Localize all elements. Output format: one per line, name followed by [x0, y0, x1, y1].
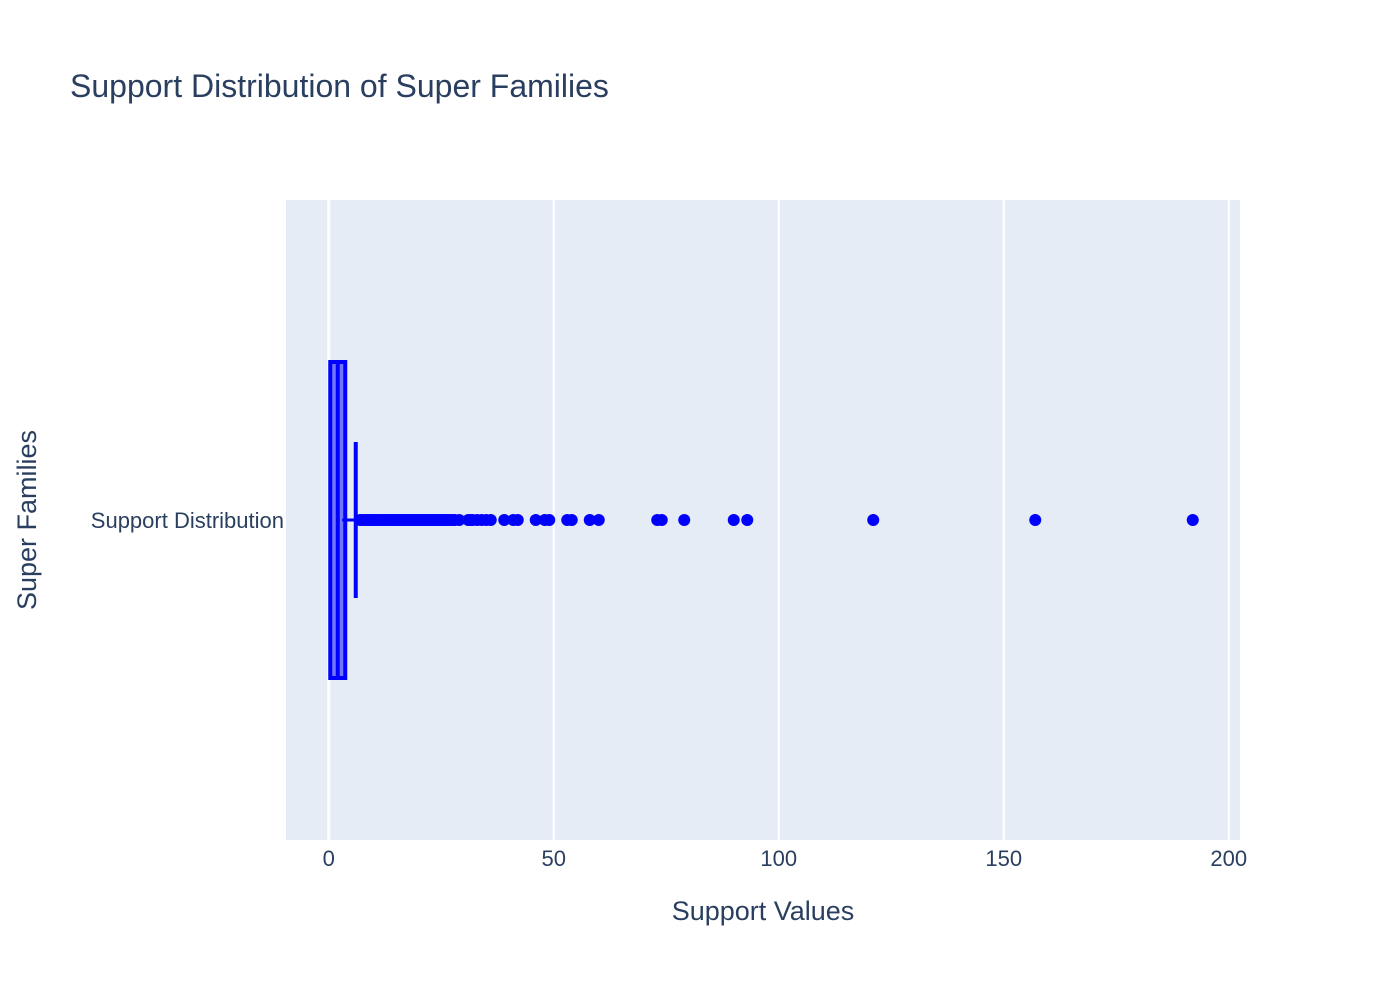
outlier-point [678, 514, 691, 526]
outlier-point [741, 514, 754, 526]
y-axis-title: Super Families [12, 430, 42, 610]
outlier-point [529, 514, 542, 526]
outlier-point [543, 514, 556, 526]
x-tick-label: 0 [323, 846, 335, 871]
box-trace [328, 360, 1199, 680]
x-tick-label: 100 [760, 846, 797, 871]
outlier-point [565, 514, 578, 526]
outlier-point [867, 514, 880, 526]
outlier-point [511, 514, 524, 526]
chart-title: Support Distribution of Super Families [70, 68, 609, 104]
outlier-point [592, 514, 605, 526]
outlier-point [1029, 514, 1042, 526]
x-tick-label: 200 [1210, 846, 1247, 871]
outlier-point [655, 514, 668, 526]
outlier-point [1186, 514, 1199, 526]
x-tick-label: 150 [985, 846, 1022, 871]
outlier-point [453, 514, 466, 526]
outlier-point [583, 514, 596, 526]
x-tick-label: 50 [542, 846, 566, 871]
x-axis-ticks: 0 50 100 150 200 [323, 846, 1247, 871]
outlier-point [727, 514, 740, 526]
x-axis-title: Support Values [672, 896, 855, 926]
outlier-point [498, 514, 511, 526]
outlier-point [484, 514, 497, 526]
y-category-label: Support Distribution [91, 508, 284, 533]
